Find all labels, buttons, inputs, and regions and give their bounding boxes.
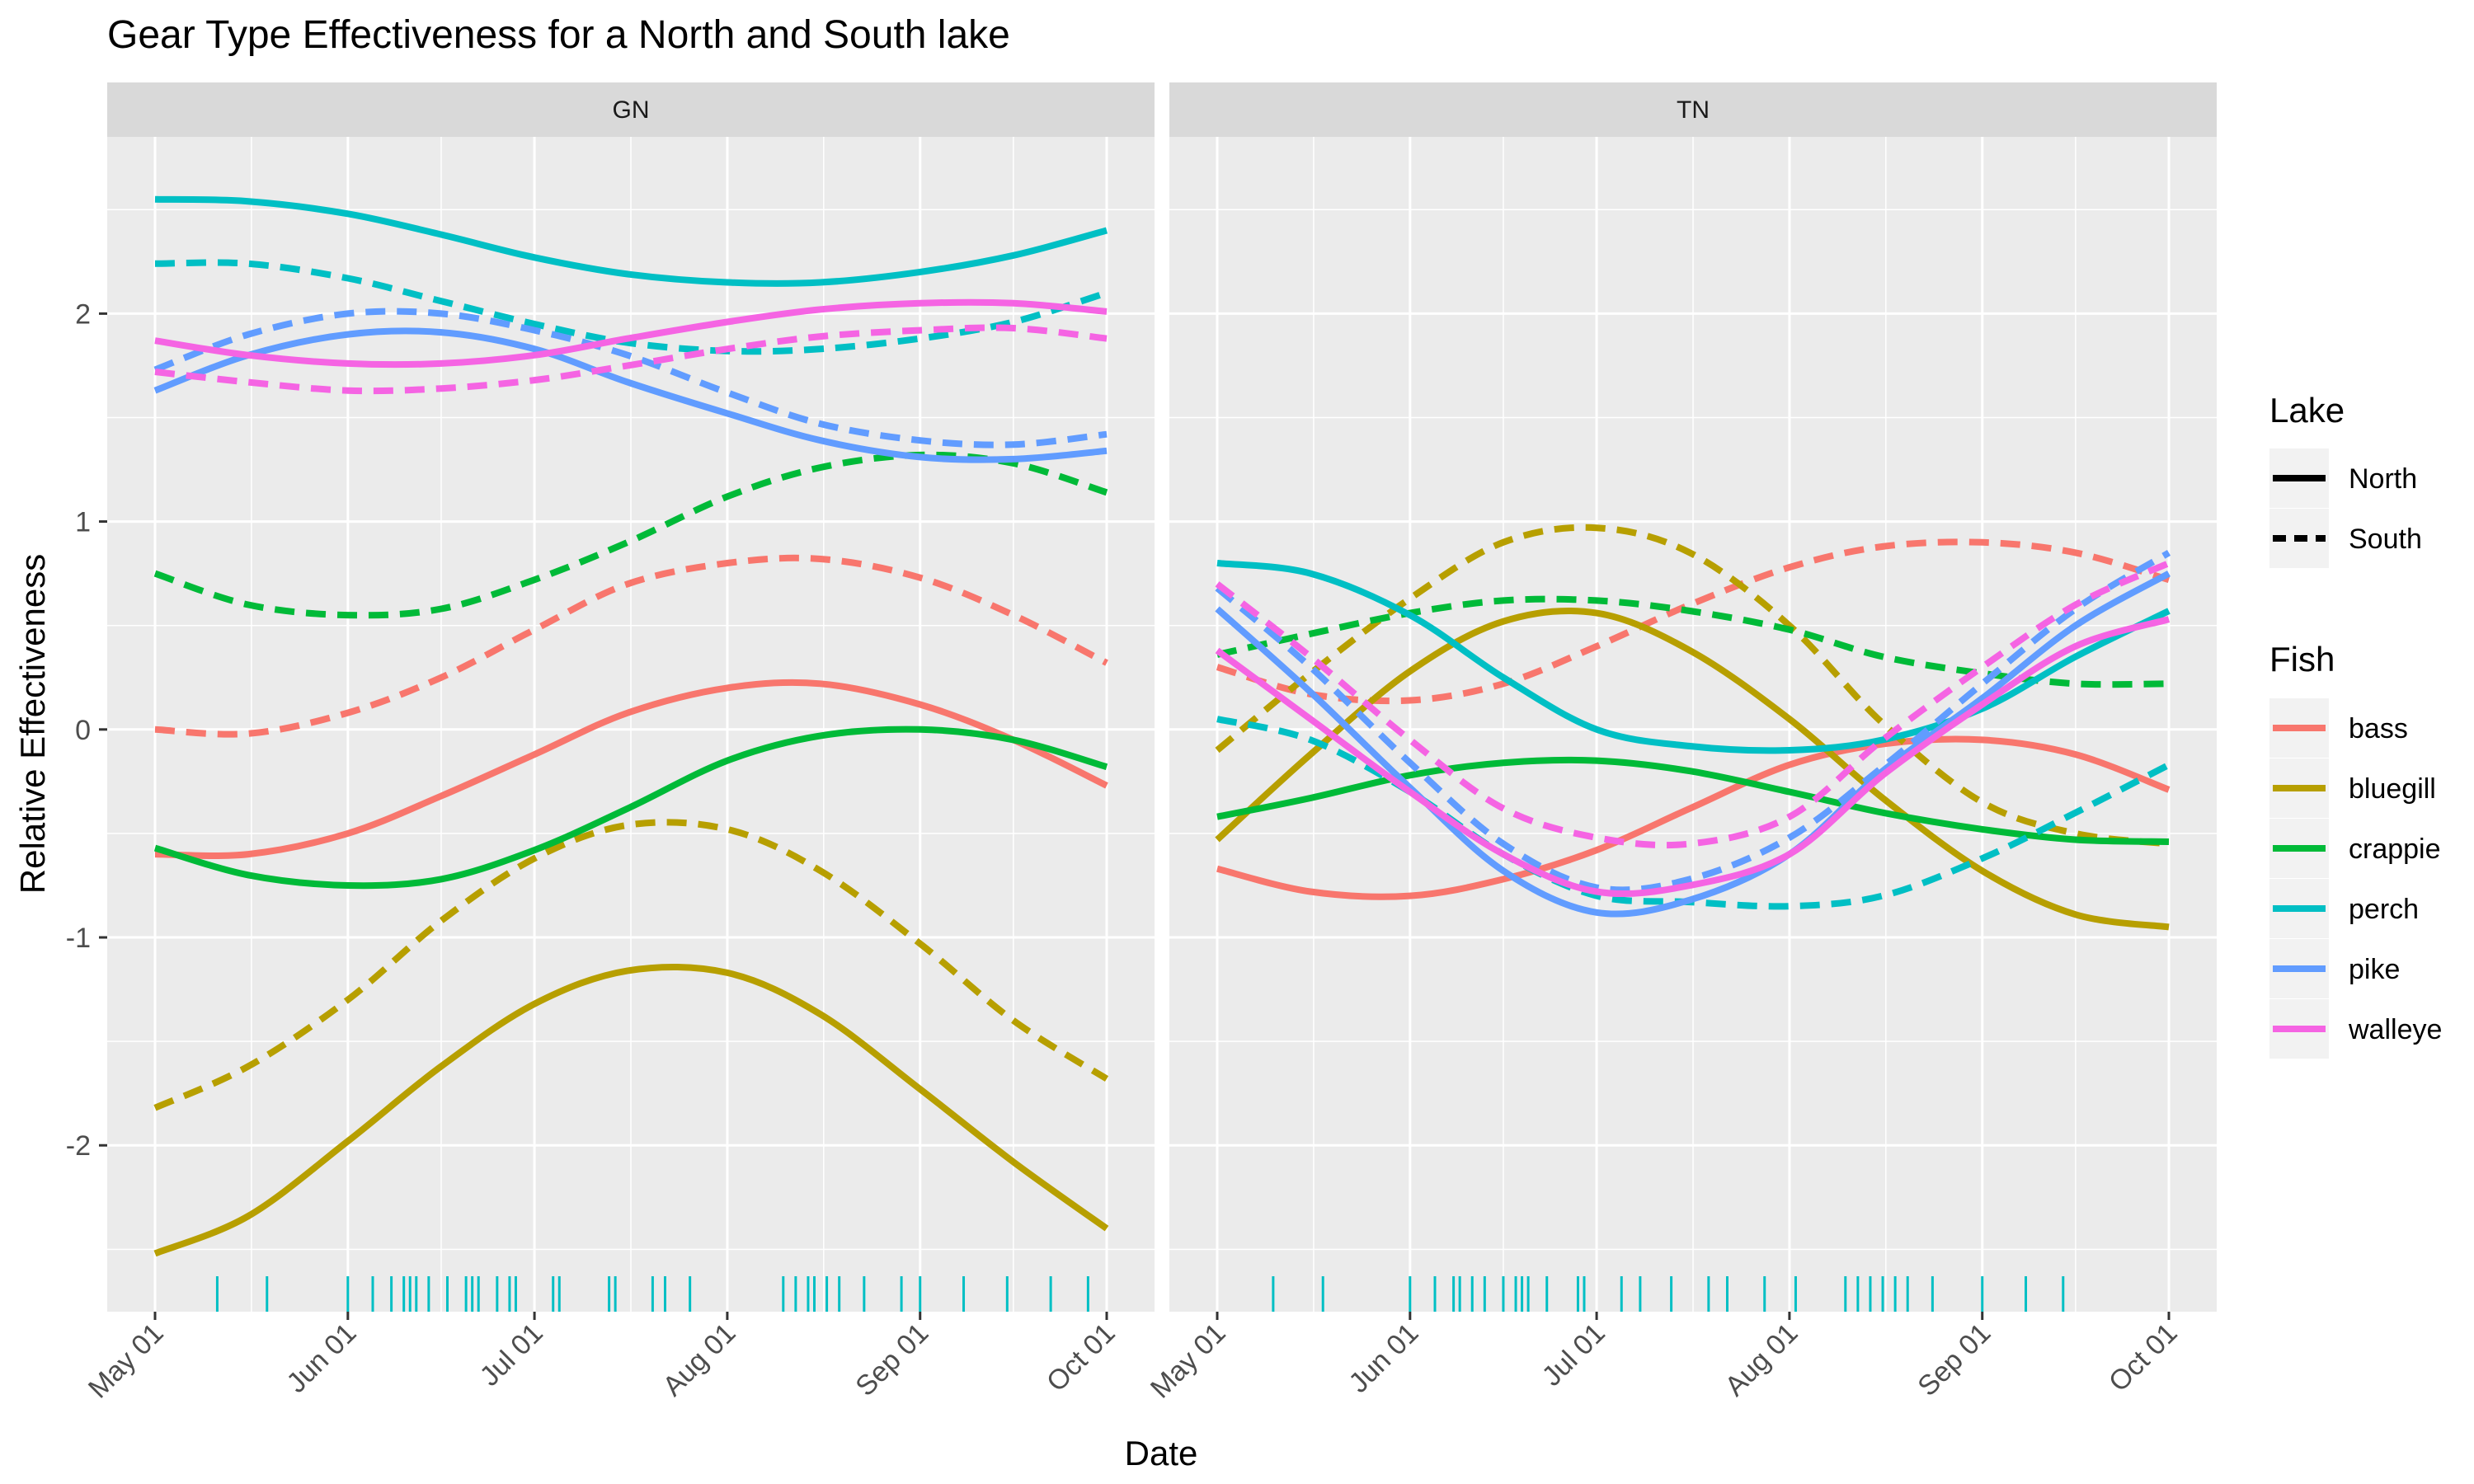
y-tick-label: 1 [75, 507, 91, 538]
series-line-tn-bluegill-south [1215, 524, 2170, 848]
legend-label-north: North [2349, 463, 2417, 495]
legend-fish-title: Fish [2269, 640, 2335, 679]
legend-label-perch: perch [2349, 894, 2419, 925]
series-line-tn-bass-north [1216, 735, 2171, 900]
rug-marks-gn [215, 1276, 1089, 1312]
series-line-gn-perch-north [154, 195, 1108, 287]
legend-lake: Lake North South [2269, 391, 2422, 568]
x-axis-title: Date [1125, 1434, 1198, 1472]
series-line-gn-walleye-south [154, 324, 1108, 395]
panel-gn: GN May 01 Jun 01 Jul 01 Aug 01 Sep 01 Oct 01 [82, 82, 1155, 1404]
y-axis-title: Relative Effectiveness [13, 554, 52, 894]
y-tick-label: 2 [75, 298, 91, 330]
panel-strip-label-gn: GN [613, 96, 650, 124]
gridlines-gn [107, 137, 1155, 1312]
y-tick-label: -1 [66, 923, 91, 954]
legend-label-walleye: walleye [2348, 1014, 2442, 1045]
rug-marks-tn [1272, 1276, 2065, 1312]
series-line-tn-pike-south [1215, 549, 2171, 894]
series-line-tn-walleye-north [1215, 616, 2171, 898]
legend-label-bass: bass [2349, 713, 2408, 744]
series-line-gn-crappie-south [153, 451, 1108, 619]
series-line-tn-bass-south [1216, 538, 2171, 705]
series-line-gn-bluegill-north [153, 963, 1109, 1257]
gridlines-tn [1169, 137, 2217, 1312]
legend-label-south: South [2349, 524, 2422, 555]
legend-label-bluegill: bluegill [2349, 773, 2436, 805]
legend-lake-title: Lake [2269, 391, 2345, 430]
series-line-gn-perch-south [154, 259, 1108, 355]
series-lines-gn [153, 195, 1109, 1257]
series-line-tn-pike-north [1215, 571, 2171, 918]
series-line-gn-pike-north [153, 327, 1108, 463]
series-line-gn-bass-north [154, 679, 1108, 859]
y-tick-label: -2 [66, 1130, 91, 1162]
chart-title: Gear Type Effectiveness for a North and … [107, 13, 1010, 57]
legend-label-crappie: crappie [2349, 834, 2441, 865]
panel-tn: TN May 01 Jun 01 Jul 01 Aug 01 Sep 01 Oct 01 [1145, 82, 2217, 1404]
y-tick-label: 0 [75, 715, 91, 746]
series-line-gn-walleye-north [154, 298, 1108, 369]
series-lines-tn [1215, 524, 2171, 931]
series-line-gn-bluegill-south [153, 819, 1109, 1111]
series-line-tn-perch-north [1216, 560, 2171, 754]
series-line-gn-bass-south [154, 554, 1108, 738]
panel-strip-gn [107, 82, 1155, 137]
series-line-tn-crappie-north [1216, 756, 2170, 845]
y-axis: -2 -1 0 1 2 [66, 298, 107, 1162]
legend-label-pike: pike [2349, 954, 2400, 985]
series-line-gn-pike-south [153, 308, 1108, 448]
legend-fish: Fish bass bluegill crappie perch pike walleye [2269, 640, 2442, 1059]
panel-strip-tn [1169, 82, 2217, 137]
series-line-tn-bluegill-north [1215, 607, 2170, 931]
series-line-tn-walleye-south [1215, 560, 2171, 849]
panel-strip-label-tn: TN [1677, 96, 1710, 124]
series-line-gn-crappie-north [153, 726, 1108, 890]
